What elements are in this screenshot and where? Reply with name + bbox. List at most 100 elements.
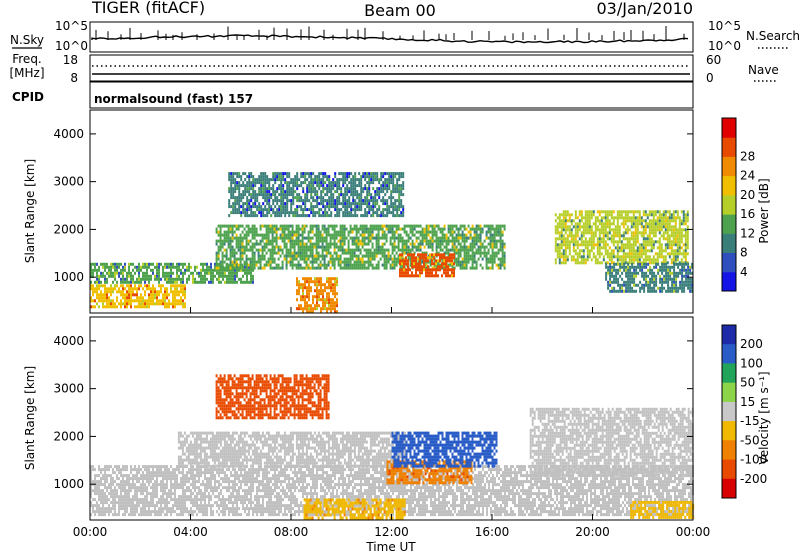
power-cell [285,254,288,258]
power-cell [273,257,276,261]
power-cell [399,248,402,252]
power-cell [289,254,292,258]
power-cell [230,181,233,185]
power-cell [608,237,611,241]
power-cell [336,283,338,287]
power-cell [395,251,398,255]
power-cell [576,255,579,259]
power-cell [281,233,284,237]
power-cell [382,184,385,188]
power-cell [140,277,142,281]
power-cell [261,257,264,261]
power-cell [443,259,445,263]
power-cell [98,299,100,303]
power-cell [421,271,423,275]
power-cell [393,230,396,234]
power-cell [393,248,396,252]
power-cell [303,230,306,234]
power-cell [400,205,403,209]
power-cell [564,240,567,244]
power-cell [405,251,408,255]
power-cell [198,280,200,284]
power-cell [384,187,387,191]
power-cell [276,202,279,206]
power-cell [586,252,589,256]
power-cell [166,293,168,297]
power-cell [449,230,452,234]
power-cell [407,265,409,269]
power-cell [683,268,686,272]
power-cell [400,199,403,203]
power-cell [241,251,244,255]
power-cell [334,277,336,281]
power-cell [447,268,449,272]
power-cell [423,268,425,272]
power-cell [447,265,449,269]
power-colorbar-swatch [722,252,736,273]
power-cell [269,257,272,261]
power-cell [656,246,659,250]
power-cell [459,254,462,258]
power-cell [413,262,415,266]
power-cell [96,296,98,300]
power-cell [475,266,478,270]
power-cell [252,196,255,200]
power-cell [566,213,569,217]
power-cell [154,265,156,269]
power-cell [447,263,450,267]
power-cell [609,265,612,269]
power-cell [664,258,667,262]
power-cell [643,274,646,278]
power-cell [501,245,504,249]
power-cell [237,239,240,243]
noise-search-spikes [95,26,685,40]
cpid-label: CPID [12,90,44,104]
power-y-axis-label: Slant Range [km] [23,159,37,263]
power-cell [308,208,311,212]
power-cell [477,239,480,243]
power-cell [441,230,444,234]
power-cell [291,266,294,270]
power-cell [437,263,440,267]
power-cell [413,224,416,228]
power-cell [238,211,241,215]
power-cell [378,193,381,197]
power-cell [654,228,657,232]
power-cell [279,248,282,252]
power-cell [384,214,387,218]
power-cell [217,233,220,237]
power-cell [666,219,669,223]
power-cell [275,224,278,228]
power-cell [334,208,337,212]
power-cell [463,257,466,261]
power-cell [357,227,360,231]
power-cell [564,258,567,262]
power-cell [441,253,443,257]
power-cell [411,248,414,252]
power-cell [355,257,358,261]
power-cell [582,261,585,265]
power-cell [398,202,401,206]
power-cell [485,260,488,264]
power-cell [598,231,601,235]
power-cell [148,293,150,297]
power-cell [556,225,559,229]
power-cell [299,263,302,267]
power-cell [303,257,306,261]
power-cell [124,293,126,297]
power-cell [479,254,482,258]
power-cell [241,257,244,261]
power-cell [489,257,492,261]
power-cell [318,187,321,191]
power-cell [564,231,567,235]
power-cell [447,242,450,246]
power-cell [343,263,346,267]
power-cell [150,302,152,306]
power-cell [409,236,412,240]
power-cell [366,181,369,185]
power-cell [683,280,686,284]
power-cell [168,293,170,297]
power-cell [562,222,565,226]
power-cell [250,187,253,191]
power-cell [271,245,274,249]
